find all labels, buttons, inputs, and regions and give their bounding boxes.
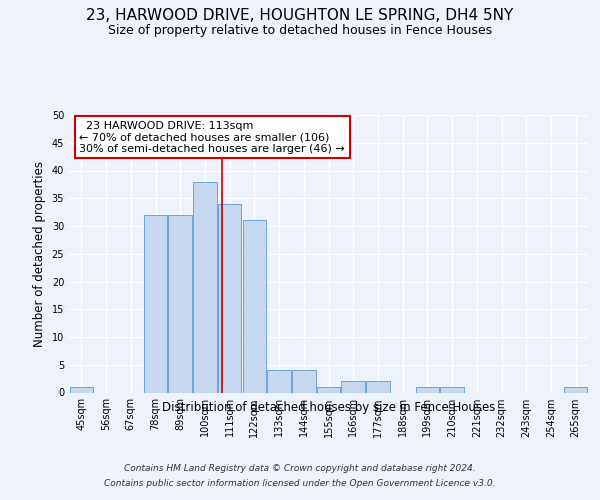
Bar	[268, 370, 291, 392]
Bar	[341, 382, 365, 392]
Bar	[144, 215, 167, 392]
Text: 23, HARWOOD DRIVE, HOUGHTON LE SPRING, DH4 5NY: 23, HARWOOD DRIVE, HOUGHTON LE SPRING, D…	[86, 8, 514, 22]
Text: Contains HM Land Registry data © Crown copyright and database right 2024.: Contains HM Land Registry data © Crown c…	[124, 464, 476, 473]
Text: Distribution of detached houses by size in Fence Houses: Distribution of detached houses by size …	[162, 401, 496, 414]
Bar	[70, 387, 93, 392]
Bar	[564, 387, 587, 392]
Bar	[193, 182, 217, 392]
Bar	[440, 387, 464, 392]
Bar	[416, 387, 439, 392]
Bar	[218, 204, 241, 392]
Text: 23 HARWOOD DRIVE: 113sqm
← 70% of detached houses are smaller (106)
30% of semi-: 23 HARWOOD DRIVE: 113sqm ← 70% of detach…	[79, 120, 345, 154]
Bar	[169, 215, 192, 392]
Bar	[292, 370, 316, 392]
Y-axis label: Number of detached properties: Number of detached properties	[33, 161, 46, 347]
Text: Size of property relative to detached houses in Fence Houses: Size of property relative to detached ho…	[108, 24, 492, 37]
Bar	[317, 387, 340, 392]
Bar	[242, 220, 266, 392]
Text: Contains public sector information licensed under the Open Government Licence v3: Contains public sector information licen…	[104, 479, 496, 488]
Bar	[366, 382, 389, 392]
